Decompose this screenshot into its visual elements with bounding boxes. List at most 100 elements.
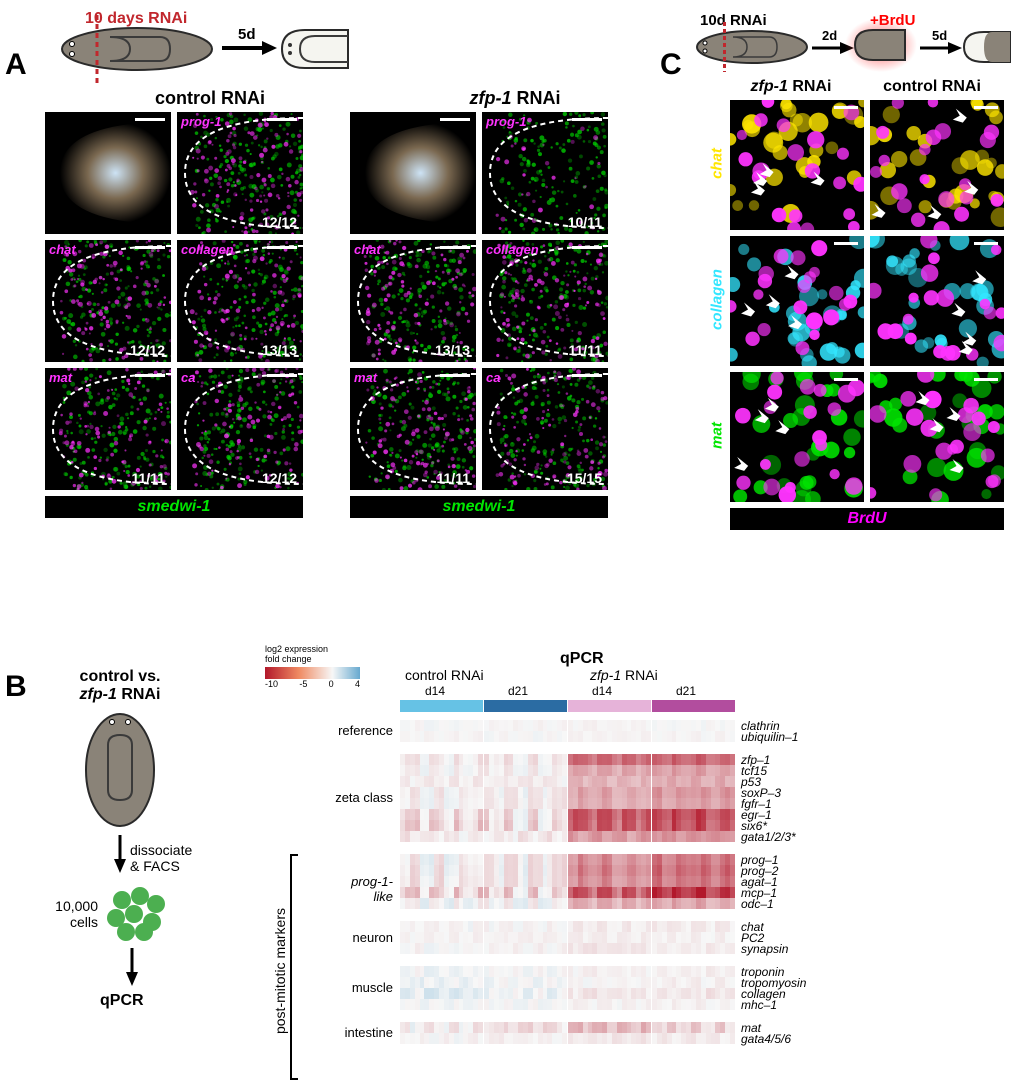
heatmap-cell	[730, 731, 735, 742]
heatmap-cell	[646, 765, 651, 776]
heatmap-header-bar	[484, 700, 567, 712]
fish-image-ca: ca15/15	[482, 368, 608, 490]
heatmap-cell	[562, 754, 567, 765]
heatmap-cell	[478, 787, 483, 798]
heatmap-cell	[478, 1033, 483, 1044]
heatmap-cell	[646, 820, 651, 831]
heatmap-gene-gata1/2/3*: gata1/2/3*	[741, 830, 796, 844]
heatmap-cell	[562, 977, 567, 988]
heatmap-cell	[478, 887, 483, 898]
heatmap-cell	[646, 854, 651, 865]
heatmap-gene-odc–1: odc–1	[741, 897, 774, 911]
heatmap-cell	[562, 1033, 567, 1044]
heatmap-cell	[562, 820, 567, 831]
fish-image-chat: chat12/12	[45, 240, 171, 362]
heatmap-cell	[562, 887, 567, 898]
heatmap-cell	[562, 831, 567, 842]
heatmap-cell	[562, 999, 567, 1010]
heatmap-cell	[562, 809, 567, 820]
heatmap-cell	[478, 876, 483, 887]
panel-c-ctrl-header: control RNAi	[862, 78, 1002, 96]
heatmap-cell	[730, 943, 735, 954]
heatmap-cell	[730, 765, 735, 776]
post-mitotic-label: post-mitotic markers	[272, 886, 288, 1056]
heatmap-gene-gata4/5/6: gata4/5/6	[741, 1032, 791, 1046]
heatmap-cell	[562, 854, 567, 865]
heatmap-cell	[646, 787, 651, 798]
heatmap-header-bar	[568, 700, 651, 712]
heatmap-header-bar	[652, 700, 735, 712]
heatmap-cell	[562, 932, 567, 943]
heatmap-cell	[730, 999, 735, 1010]
fish-image-mat: mat11/11	[45, 368, 171, 490]
heatmap-cell	[646, 876, 651, 887]
brdu-image-chat	[730, 100, 864, 230]
panel-c-arrow2-label: 5d	[932, 28, 947, 43]
heatmap-cell	[646, 921, 651, 932]
heatmap-title: qPCR	[560, 650, 604, 668]
heatmap-cell	[562, 921, 567, 932]
heatmap-cell	[730, 966, 735, 977]
heatmap-cell	[478, 988, 483, 999]
fish-image-prog-1: prog-112/12	[177, 112, 303, 234]
panel-b-cells	[102, 886, 172, 941]
heatmap-cell	[730, 865, 735, 876]
heatmap-col-zfp: zfp-1 RNAi	[590, 667, 658, 683]
smedwi-bar: smedwi-1	[45, 496, 303, 518]
heatmap-cell	[478, 943, 483, 954]
heatmap-cell	[478, 754, 483, 765]
heatmap-cell	[730, 988, 735, 999]
heatmap-cell	[646, 999, 651, 1010]
heatmap-cell	[478, 820, 483, 831]
heatmap-gene-mhc–1: mhc–1	[741, 998, 777, 1012]
heatmap-cell	[730, 932, 735, 943]
heatmap-group-muscle: muscle	[305, 980, 393, 995]
heatmap-cell	[562, 765, 567, 776]
panel-c-arrow1-label: 2d	[822, 28, 837, 43]
heatmap-cell	[730, 1022, 735, 1033]
panel-c-head-glow	[843, 16, 919, 74]
heatmap-cell	[730, 831, 735, 842]
fish-image-collagen: collagen13/13	[177, 240, 303, 362]
panel-b-step1: dissociate& FACS	[130, 842, 192, 874]
heatmap-cell	[646, 887, 651, 898]
panel-c-cut-line	[722, 22, 727, 72]
heatmap-cell	[562, 943, 567, 954]
smedwi-bar: smedwi-1	[350, 496, 608, 518]
heatmap-cell	[478, 932, 483, 943]
heatmap-cell	[730, 798, 735, 809]
panel-c-worm-full	[695, 28, 810, 66]
heatmap-cell	[478, 731, 483, 742]
heatmap-cell	[730, 754, 735, 765]
heatmap-cell	[562, 1022, 567, 1033]
brdu-image-mat	[870, 372, 1004, 502]
panel-b-arrow-1	[112, 835, 128, 873]
heatmap-cell	[646, 831, 651, 842]
panel-c-head-final	[962, 30, 1012, 64]
heatmap-cell	[646, 943, 651, 954]
heatmap-col-ctrl: control RNAi	[405, 667, 484, 683]
panel-b-title: control vs.zfp-1 RNAi	[55, 668, 185, 704]
heatmap-cell	[730, 876, 735, 887]
fish-image-ca: ca12/12	[177, 368, 303, 490]
heatmap-cell	[730, 787, 735, 798]
heatmap-cell	[478, 999, 483, 1010]
heatmap-group-neuron: neuron	[305, 930, 393, 945]
heatmap-cell	[478, 765, 483, 776]
heatmap-cell	[478, 720, 483, 731]
panel-label-a: A	[5, 48, 27, 82]
heatmap-cell	[478, 798, 483, 809]
heatmap-cell	[730, 887, 735, 898]
brdu-image-mat	[730, 372, 864, 502]
fish-image-mat: mat11/11	[350, 368, 476, 490]
panel-label-b: B	[5, 670, 27, 704]
panel-b-cells-label: 10,000cells	[38, 898, 98, 930]
heatmap-header-bar	[400, 700, 483, 712]
heatmap-cell	[646, 966, 651, 977]
heatmap-cell	[646, 1033, 651, 1044]
brdu-image-chat	[870, 100, 1004, 230]
fish-image-collagen: collagen11/11	[482, 240, 608, 362]
heatmap-day-d14_z: d14	[592, 684, 612, 698]
panel-a-cut-line	[94, 15, 100, 83]
heatmap-cell	[562, 898, 567, 909]
